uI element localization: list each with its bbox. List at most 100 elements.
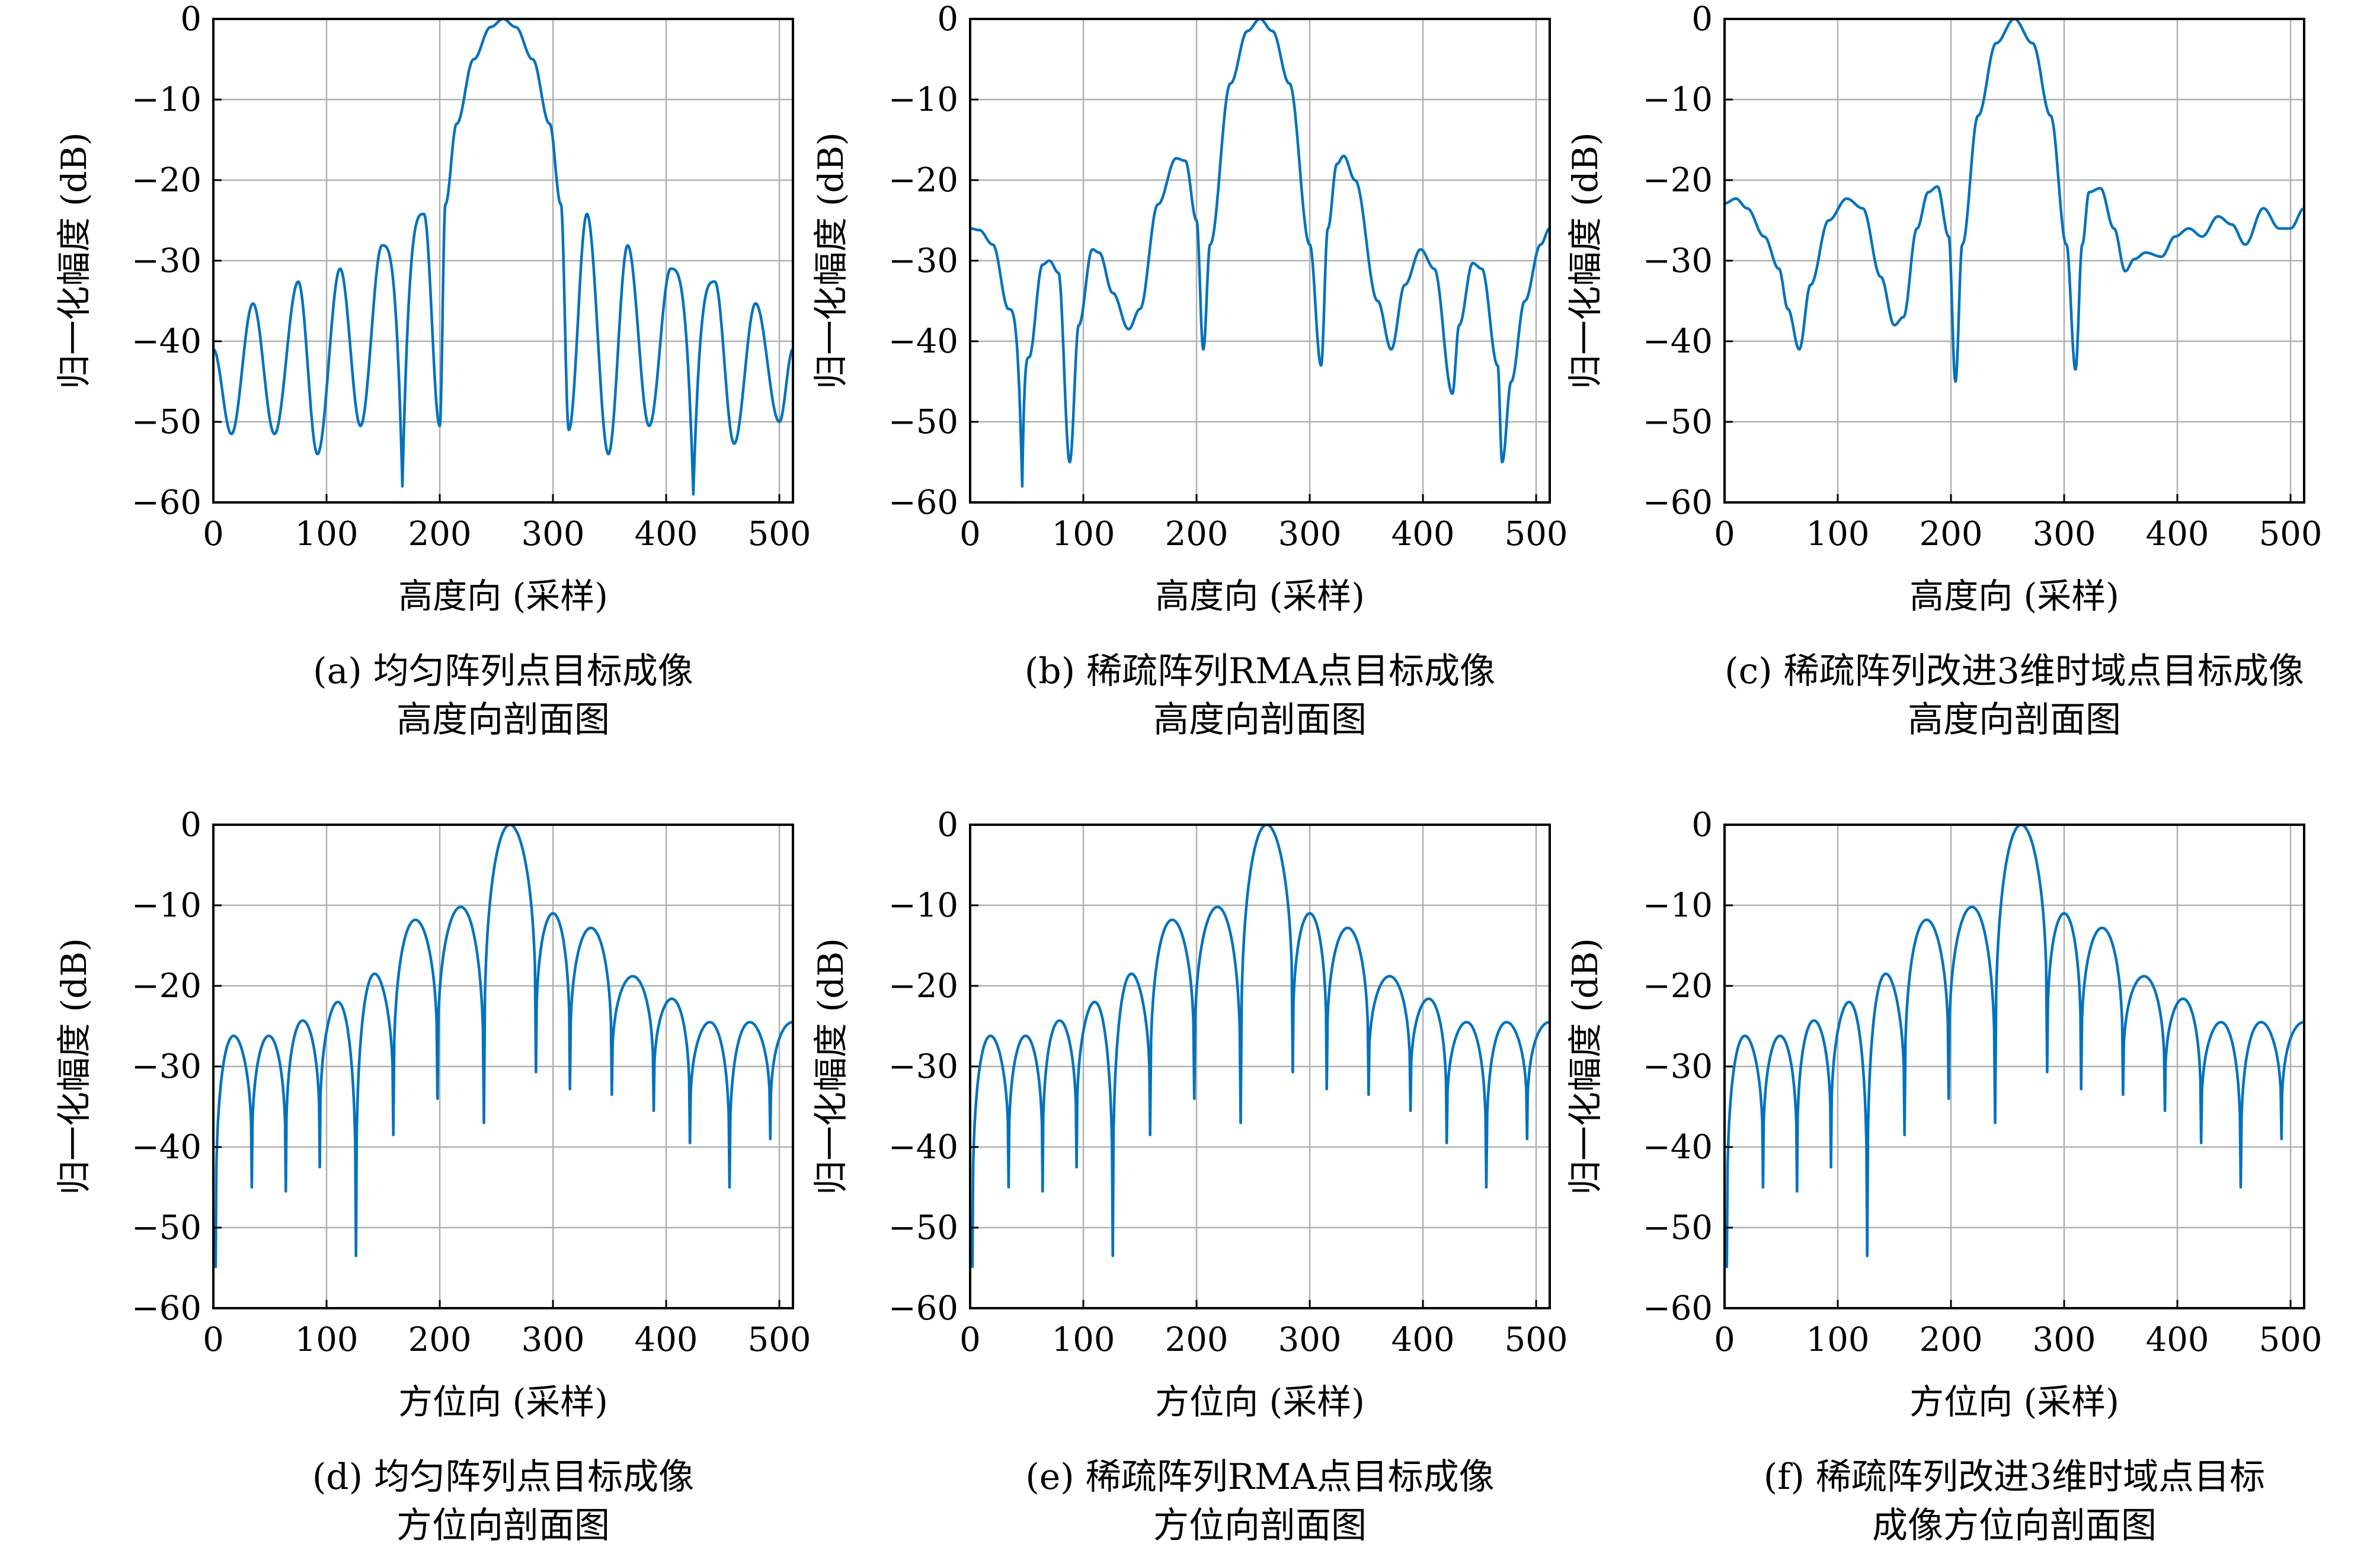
- y-tick-label: 0: [180, 0, 201, 39]
- x-tick-label: 400: [635, 515, 698, 553]
- caption-line-1: (c) 稀疏阵列改进3维时域点目标成像: [1725, 651, 2304, 692]
- y-tick-label: −60: [1643, 1289, 1713, 1328]
- caption-line-2: 高度向剖面图: [1908, 699, 2121, 741]
- x-tick-label: 100: [1806, 1321, 1870, 1359]
- y-tick-label: −20: [888, 161, 958, 200]
- y-axis-label: 归一化幅度 (dB): [811, 132, 851, 389]
- y-tick-label: −20: [1643, 967, 1713, 1005]
- caption-line-1: (b) 稀疏阵列RMA点目标成像: [1025, 651, 1495, 692]
- x-tick-label: 400: [2146, 515, 2209, 553]
- x-axis-label: 方位向 (采样): [398, 1382, 608, 1422]
- chart-panel-e: 0 100 200 300 400 500 0 −10 −20 −30 −40 −50 −60 方位向 (…: [811, 806, 1568, 1544]
- x-tick-label: 100: [1052, 515, 1115, 553]
- caption-line-2: 高度向剖面图: [396, 699, 610, 741]
- y-tick-label: −50: [888, 403, 958, 441]
- y-tick-label: −20: [132, 161, 201, 200]
- x-axis-label: 方位向 (采样): [1909, 1382, 2119, 1422]
- x-tick-label: 300: [522, 1321, 585, 1359]
- y-axis-label: 归一化幅度 (dB): [811, 938, 851, 1194]
- x-tick-label: 500: [2259, 515, 2323, 553]
- x-tick-label: 200: [1920, 515, 1983, 553]
- y-tick-label: −20: [1643, 161, 1713, 200]
- y-tick-label: −40: [1643, 1128, 1713, 1167]
- caption-line-1: (a) 均匀阵列点目标成像: [313, 651, 693, 692]
- x-tick-label: 0: [203, 1321, 224, 1359]
- x-tick-label: 0: [1714, 515, 1735, 553]
- x-tick-label: 400: [635, 1321, 698, 1359]
- caption-line-2: 方位向剖面图: [396, 1505, 610, 1544]
- y-tick-label: 0: [1691, 0, 1713, 39]
- y-tick-label: −50: [132, 1209, 201, 1247]
- x-axis-label: 方位向 (采样): [1155, 1382, 1365, 1422]
- y-tick-label: −60: [132, 483, 201, 522]
- series-line: [212, 17, 794, 496]
- y-tick-label: −50: [132, 403, 201, 441]
- y-tick-label: −40: [888, 1128, 958, 1167]
- y-tick-label: −30: [888, 1048, 958, 1086]
- x-tick-label: 500: [2259, 1321, 2323, 1359]
- y-axis-label: 归一化幅度 (dB): [54, 938, 94, 1194]
- y-tick-label: −20: [888, 967, 958, 1005]
- y-tick-label: −40: [888, 322, 958, 361]
- y-tick-label: −10: [1643, 81, 1713, 119]
- y-tick-label: −10: [888, 886, 958, 925]
- y-tick-label: −30: [888, 242, 958, 280]
- y-tick-label: −10: [1643, 886, 1713, 925]
- x-tick-label: 500: [748, 1321, 811, 1359]
- y-tick-label: −60: [888, 483, 958, 522]
- x-axis-label: 高度向 (采样): [398, 576, 608, 616]
- x-axis-label: 高度向 (采样): [1155, 576, 1365, 616]
- x-tick-label: 500: [1505, 515, 1568, 553]
- caption-line-1: (d) 均匀阵列点目标成像: [312, 1456, 694, 1498]
- y-tick-label: −40: [1643, 322, 1713, 361]
- x-tick-label: 300: [1278, 1321, 1342, 1359]
- x-tick-label: 100: [295, 515, 359, 553]
- y-tick-label: −10: [888, 81, 958, 119]
- x-tick-label: 200: [408, 1321, 472, 1359]
- y-tick-label: −30: [132, 242, 201, 280]
- y-tick-label: −30: [1643, 242, 1713, 280]
- x-tick-label: 300: [2033, 1321, 2096, 1359]
- y-tick-label: −10: [132, 81, 201, 119]
- chart-panel-d: 0 100 200 300 400 500 0 −10 −20 −30 −40 −50 −60 方位向 (…: [54, 806, 811, 1544]
- chart-panel-b: 0 100 200 300 400 500 0 −10 −20 −30 −40 −50 −60 高度向 (…: [811, 0, 1568, 741]
- y-axis-label: 归一化幅度 (dB): [1565, 938, 1605, 1194]
- y-tick-label: −50: [1643, 403, 1713, 441]
- y-axis-label: 归一化幅度 (dB): [1565, 132, 1605, 389]
- x-axis-label: 高度向 (采样): [1909, 576, 2119, 616]
- y-tick-label: −50: [1643, 1209, 1713, 1247]
- y-tick-label: −30: [132, 1048, 201, 1086]
- y-axis-label: 归一化幅度 (dB): [54, 132, 94, 389]
- series-line: [1723, 17, 2305, 383]
- y-tick-label: −50: [888, 1209, 958, 1247]
- y-tick-label: −40: [132, 322, 201, 361]
- x-tick-label: 300: [522, 515, 585, 553]
- x-tick-label: 200: [408, 515, 472, 553]
- caption-line-2: 高度向剖面图: [1153, 699, 1367, 741]
- x-tick-label: 300: [2033, 515, 2096, 553]
- y-tick-label: −60: [1643, 483, 1713, 522]
- caption-line-2: 方位向剖面图: [1153, 1505, 1367, 1544]
- caption-line-1: (f) 稀疏阵列改进3维时域点目标: [1764, 1456, 2265, 1498]
- y-tick-label: 0: [1691, 806, 1713, 844]
- x-tick-label: 200: [1165, 515, 1229, 553]
- y-tick-label: −20: [132, 967, 201, 1005]
- x-tick-label: 0: [959, 1321, 981, 1359]
- caption-line-2: 成像方位向剖面图: [1872, 1505, 2157, 1544]
- x-tick-label: 500: [748, 515, 811, 553]
- x-tick-label: 200: [1920, 1321, 1983, 1359]
- chart-panel-a: 0 100 200 300 400 500 0 −10 −20 −30 −40 −50 −60 高度向 (…: [54, 0, 811, 741]
- x-tick-label: 200: [1165, 1321, 1229, 1359]
- x-tick-label: 100: [1052, 1321, 1115, 1359]
- y-tick-label: 0: [180, 806, 201, 844]
- caption-line-1: (e) 稀疏阵列RMA点目标成像: [1025, 1456, 1494, 1498]
- chart-panel-c: 0 100 200 300 400 500 0 −10 −20 −30 −40 −50 −60 高度向 (…: [1565, 0, 2323, 741]
- y-tick-label: 0: [937, 0, 958, 39]
- y-tick-label: −10: [132, 886, 201, 925]
- series-line: [1725, 823, 2305, 1268]
- y-tick-label: −30: [1643, 1048, 1713, 1086]
- series-line: [969, 17, 1551, 488]
- x-tick-label: 300: [1278, 515, 1342, 553]
- x-tick-label: 0: [203, 515, 224, 553]
